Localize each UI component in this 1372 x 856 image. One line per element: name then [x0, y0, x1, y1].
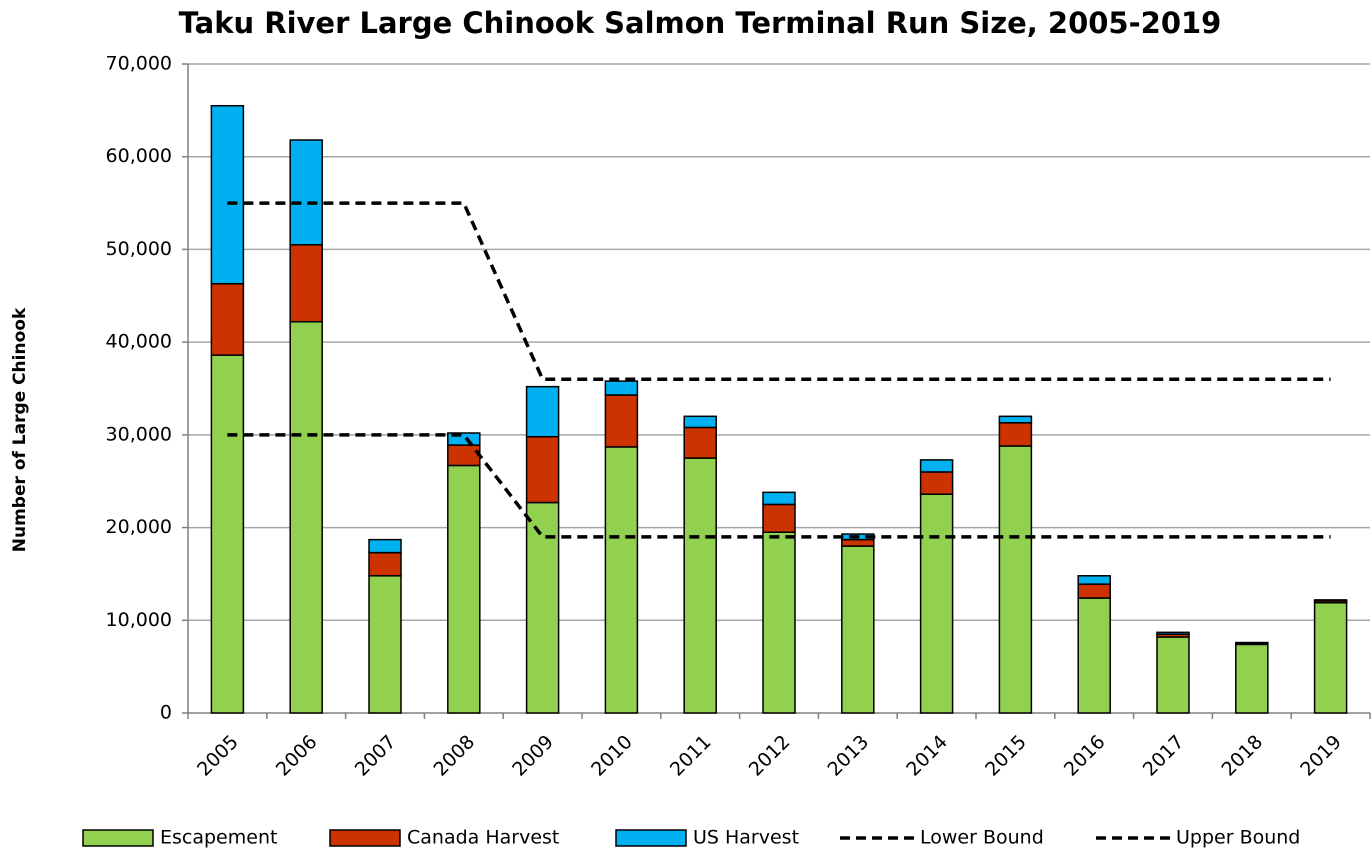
bar-segment [210, 282, 245, 356]
bar-segment [525, 385, 560, 438]
bar-segment [841, 545, 875, 714]
x-tick-label: 2015 [981, 731, 1031, 781]
bar-segment [683, 426, 717, 459]
y-tick-label: 60,000 [106, 145, 172, 167]
bar-segment [604, 380, 639, 396]
bar-segment [683, 415, 717, 429]
x-tick-label: 2006 [272, 731, 322, 781]
bar-segment [1077, 575, 1111, 585]
x-tick-label: 2017 [1139, 731, 1189, 781]
y-tick-label: 30,000 [106, 423, 172, 445]
bar-segment [289, 320, 323, 714]
legend-label: Escapement [160, 827, 277, 849]
legend-label: Upper Bound [1176, 827, 1300, 849]
bar-segment [1077, 597, 1111, 714]
bar-segment [368, 551, 402, 577]
bar-segment [1313, 601, 1348, 714]
y-tick-label: 10,000 [106, 609, 172, 631]
bar-segment [919, 459, 954, 473]
bar-segment [1235, 643, 1269, 714]
y-axis-label: Number of Large Chinook [10, 307, 30, 552]
x-tick-label: 2018 [1217, 731, 1267, 781]
bar-segment [447, 444, 481, 467]
bar-segment [1235, 641, 1269, 645]
bar-segment [289, 244, 323, 323]
legend-swatch [329, 829, 401, 847]
bar-segment [919, 493, 954, 714]
y-tick-label: 50,000 [106, 238, 172, 260]
x-tick-label: 2008 [429, 731, 479, 781]
bar-segment [762, 503, 796, 533]
bound-line [227, 201, 1331, 381]
x-tick-label: 2011 [666, 731, 716, 781]
x-tick-label: 2019 [1296, 731, 1346, 781]
bar-segment [762, 491, 796, 506]
bar-segment [998, 422, 1033, 447]
y-tick-label: 0 [160, 702, 172, 724]
chart-title: Taku River Large Chinook Salmon Terminal… [179, 6, 1222, 40]
bar-segment [447, 464, 481, 714]
bar-segment [525, 501, 560, 714]
bar-segment [1077, 583, 1111, 599]
x-tick-label: 2005 [193, 731, 243, 781]
x-tick-label: 2014 [902, 731, 952, 781]
legend-label: Lower Bound [920, 827, 1044, 849]
bar-segment [604, 446, 639, 714]
x-tick-label: 2007 [351, 731, 401, 781]
legend-swatch [615, 829, 687, 847]
bar-segment [1313, 599, 1348, 602]
bar-segment [762, 531, 796, 714]
bar-segment [368, 538, 402, 554]
bar-segment [683, 457, 717, 714]
bar-segment [1156, 631, 1190, 635]
bar-segment [368, 575, 402, 714]
bar-segment [919, 471, 954, 495]
bar-segment [289, 139, 323, 246]
bound-line [227, 433, 1331, 539]
bar-segment [998, 415, 1033, 424]
bar-segment [841, 538, 875, 547]
x-tick-label: 2016 [1060, 731, 1110, 781]
legend-label: US Harvest [693, 827, 799, 849]
bar-segment [604, 394, 639, 448]
x-tick-label: 2010 [587, 731, 637, 781]
x-tick-label: 2009 [508, 731, 558, 781]
legend-swatch [82, 829, 154, 847]
x-tick-label: 2013 [823, 731, 873, 781]
bar-segment [1156, 636, 1190, 714]
bar-segment [210, 104, 245, 285]
bar-segment [210, 354, 245, 714]
y-tick-label: 70,000 [106, 53, 172, 75]
y-tick-label: 20,000 [106, 516, 172, 538]
y-tick-label: 40,000 [106, 331, 172, 353]
x-tick-label: 2012 [745, 731, 795, 781]
legend-label: Canada Harvest [407, 827, 559, 849]
bar-segment [998, 445, 1033, 714]
bar-segment [525, 435, 560, 504]
